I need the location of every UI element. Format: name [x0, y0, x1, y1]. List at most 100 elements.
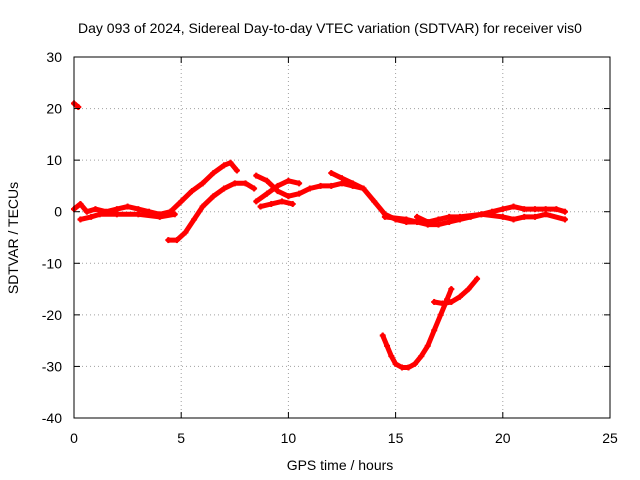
y-tick-label: 20 [46, 101, 62, 117]
data-point [499, 213, 506, 220]
data-point [96, 211, 103, 218]
series-layer [71, 100, 568, 371]
data-point [77, 200, 84, 207]
data-point [167, 208, 174, 215]
data-point [349, 180, 356, 187]
x-tick-label: 20 [495, 430, 511, 446]
y-tick-label: -10 [42, 255, 62, 271]
x-tick-label: 5 [177, 430, 185, 446]
data-point [371, 198, 378, 205]
data-point [171, 211, 178, 218]
data-point [191, 216, 198, 223]
y-tick-label: 10 [46, 152, 62, 168]
data-point [263, 177, 270, 184]
series-trace-8 [328, 170, 420, 225]
plot-frame [73, 56, 611, 419]
data-point [435, 216, 442, 223]
data-point [339, 175, 345, 182]
data-point [83, 208, 90, 215]
x-tick-label: 15 [388, 430, 404, 446]
data-point [113, 206, 120, 213]
y-tick-label: -20 [42, 307, 62, 323]
data-point [379, 332, 386, 339]
x-tick-label: 10 [281, 430, 297, 446]
data-point [263, 190, 270, 197]
data-point [424, 342, 431, 349]
data-point [339, 180, 345, 187]
x-tick-label: 25 [602, 430, 618, 446]
data-point [88, 213, 95, 220]
data-point [178, 198, 185, 205]
data-point [182, 229, 189, 236]
data-point [124, 203, 131, 210]
data-point [156, 213, 163, 220]
y-tick-label: 0 [54, 204, 62, 220]
data-point [317, 182, 324, 189]
data-point [227, 159, 234, 166]
data-point [478, 211, 485, 218]
data-point [431, 327, 438, 334]
data-point [561, 216, 568, 223]
data-point [542, 206, 549, 213]
y-tick-label: -40 [42, 410, 62, 426]
data-point [251, 185, 258, 192]
data-point [418, 353, 425, 360]
data-point [456, 213, 463, 220]
data-point [403, 216, 410, 223]
data-point [446, 219, 453, 226]
data-point [474, 275, 481, 282]
data-point [437, 311, 444, 318]
data-point [439, 300, 446, 307]
data-point [499, 206, 506, 213]
data-point [384, 342, 391, 349]
data-point [268, 200, 275, 207]
data-point [257, 203, 264, 210]
data-point [253, 172, 260, 179]
data-point [221, 185, 228, 192]
data-point [414, 213, 421, 220]
data-point [328, 170, 335, 177]
data-point [233, 167, 240, 174]
data-point [92, 206, 99, 213]
x-axis: 0 5 10 15 20 25 [70, 57, 618, 446]
data-point [285, 177, 292, 184]
data-point [296, 190, 303, 197]
x-axis-label: GPS time / hours [287, 457, 394, 473]
data-point [210, 193, 217, 200]
data-point [510, 203, 517, 210]
data-point [285, 193, 292, 200]
series-trace-7 [258, 198, 296, 210]
data-point [531, 213, 538, 220]
data-point [77, 216, 84, 223]
data-point [388, 353, 395, 360]
data-point [135, 211, 142, 218]
y-tick-label: -30 [42, 358, 62, 374]
data-point [510, 216, 517, 223]
data-point [465, 286, 472, 293]
data-point [231, 180, 238, 187]
data-point [531, 206, 538, 213]
data-point [435, 221, 442, 228]
data-point [188, 188, 195, 195]
series-trace-12 [431, 276, 480, 306]
data-point [431, 298, 438, 305]
data-point [446, 213, 453, 220]
data-point [274, 188, 281, 195]
data-point [278, 198, 285, 205]
data-point [221, 162, 228, 169]
data-point [405, 364, 412, 371]
data-point [521, 206, 528, 213]
data-point [392, 360, 399, 367]
chart-title: Day 093 of 2024, Sidereal Day-to-day VTE… [78, 20, 582, 36]
data-point [306, 185, 313, 192]
data-point [328, 182, 335, 189]
data-point [274, 182, 281, 189]
data-point [448, 298, 455, 305]
data-point [542, 211, 549, 218]
data-point [165, 237, 172, 244]
x-tick-label: 0 [70, 430, 78, 446]
data-point [289, 200, 296, 207]
data-point [448, 286, 455, 293]
data-point [381, 213, 388, 220]
